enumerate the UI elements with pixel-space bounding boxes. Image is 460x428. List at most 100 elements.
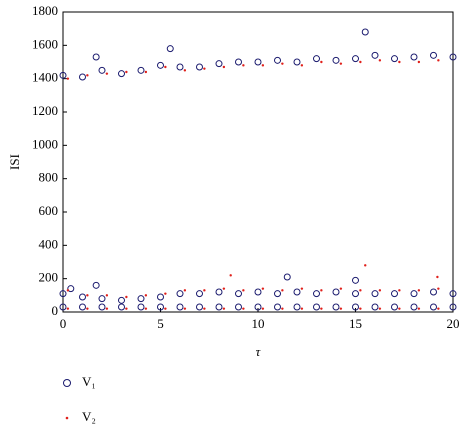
y-tick-label: 1200 (32, 103, 58, 118)
point (254, 58, 262, 66)
y-tick-label: 400 (39, 236, 59, 251)
x-tick-label: 10 (252, 316, 265, 331)
point (183, 69, 187, 72)
point (449, 53, 457, 61)
point (98, 303, 106, 311)
point (410, 290, 418, 298)
point (359, 307, 362, 310)
point (359, 289, 362, 292)
point (196, 290, 203, 298)
point (437, 307, 440, 310)
point (300, 307, 304, 310)
point (92, 281, 100, 289)
point (105, 307, 109, 310)
point (391, 290, 398, 298)
point (283, 273, 291, 281)
point (437, 59, 440, 62)
y-tick-label: 1600 (32, 36, 58, 51)
point (261, 287, 265, 290)
point (86, 294, 89, 297)
point (242, 289, 245, 292)
point (352, 55, 359, 63)
point (86, 74, 89, 77)
point (92, 53, 100, 61)
legend-marker (65, 416, 69, 420)
point (125, 70, 128, 74)
point (281, 307, 284, 310)
point (449, 290, 457, 298)
point (274, 290, 281, 298)
point (98, 66, 106, 74)
point (391, 303, 398, 311)
point (215, 288, 223, 296)
point (66, 307, 70, 310)
point (430, 51, 437, 59)
point (364, 264, 367, 267)
legend-label: V₁ (82, 374, 96, 389)
point (79, 73, 86, 81)
point (313, 290, 320, 298)
point (144, 294, 148, 297)
point (222, 287, 226, 290)
point (105, 72, 109, 75)
point (332, 303, 340, 311)
point (274, 303, 281, 311)
x-axis-label: τ (256, 344, 262, 359)
point (203, 289, 206, 292)
point (332, 56, 340, 64)
point (352, 303, 359, 311)
point (378, 289, 382, 292)
point (361, 28, 369, 36)
point (371, 51, 379, 59)
point (144, 307, 148, 310)
legend-marker (63, 379, 71, 387)
point (215, 303, 223, 311)
plot-frame (62, 11, 454, 313)
point (437, 287, 440, 290)
point (430, 288, 437, 296)
point (320, 289, 323, 292)
point (281, 62, 284, 65)
point (157, 303, 164, 311)
point (125, 307, 128, 310)
y-tick-label: 1800 (32, 3, 58, 18)
y-tick-label: 0 (52, 303, 59, 318)
point (313, 303, 320, 311)
point (79, 303, 86, 311)
point (410, 53, 418, 61)
point (203, 67, 206, 70)
point (229, 274, 232, 277)
point (254, 288, 262, 296)
point (222, 65, 226, 69)
y-axis-label: ISI (7, 154, 22, 170)
point (417, 60, 421, 64)
point (313, 55, 320, 63)
point (118, 296, 125, 304)
point (410, 303, 418, 311)
point (66, 77, 70, 80)
point (339, 62, 343, 65)
point (67, 285, 75, 293)
point (320, 60, 323, 64)
point (449, 303, 457, 311)
point (417, 289, 421, 292)
point (176, 290, 184, 298)
point (261, 307, 265, 310)
point (254, 303, 262, 311)
legend-label: V₂ (82, 409, 96, 424)
point (176, 63, 184, 71)
x-tick-label: 20 (447, 316, 460, 331)
point (166, 45, 174, 53)
point (59, 290, 67, 298)
x-tick-label: 0 (60, 316, 67, 331)
point (274, 56, 281, 64)
point (86, 307, 89, 310)
point (320, 307, 323, 310)
point (137, 295, 145, 303)
x-tick-label: 15 (349, 316, 362, 331)
point (398, 60, 401, 64)
point (339, 287, 343, 290)
point (137, 66, 145, 74)
point (300, 287, 304, 290)
point (417, 307, 421, 310)
